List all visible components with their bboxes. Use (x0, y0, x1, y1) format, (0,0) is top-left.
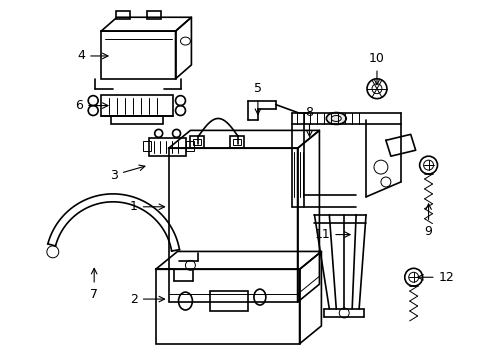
Bar (193, 139, 201, 145)
Text: 1: 1 (130, 200, 164, 213)
Bar (111, 117, 163, 125)
Text: 10: 10 (368, 53, 384, 85)
Text: 2: 2 (130, 293, 164, 306)
Text: 7: 7 (90, 268, 98, 301)
Text: 4: 4 (77, 49, 108, 63)
Text: 11: 11 (314, 228, 349, 241)
Text: 8: 8 (305, 106, 313, 136)
Text: 5: 5 (253, 82, 262, 114)
Text: 12: 12 (417, 271, 453, 284)
Bar (230, 136, 244, 148)
Ellipse shape (325, 113, 346, 125)
Bar (186, 141, 194, 151)
Bar (155, 269, 299, 344)
Bar (233, 139, 241, 145)
Bar (142, 141, 150, 151)
Bar (210, 291, 247, 311)
Bar (116, 11, 130, 19)
Text: 6: 6 (75, 99, 108, 112)
Text: 3: 3 (110, 165, 144, 181)
Bar (101, 31, 175, 79)
Bar (190, 136, 204, 148)
Bar (168, 148, 297, 302)
Bar (148, 138, 186, 156)
Bar (146, 11, 161, 19)
Text: 9: 9 (424, 204, 431, 238)
Bar (101, 95, 172, 117)
